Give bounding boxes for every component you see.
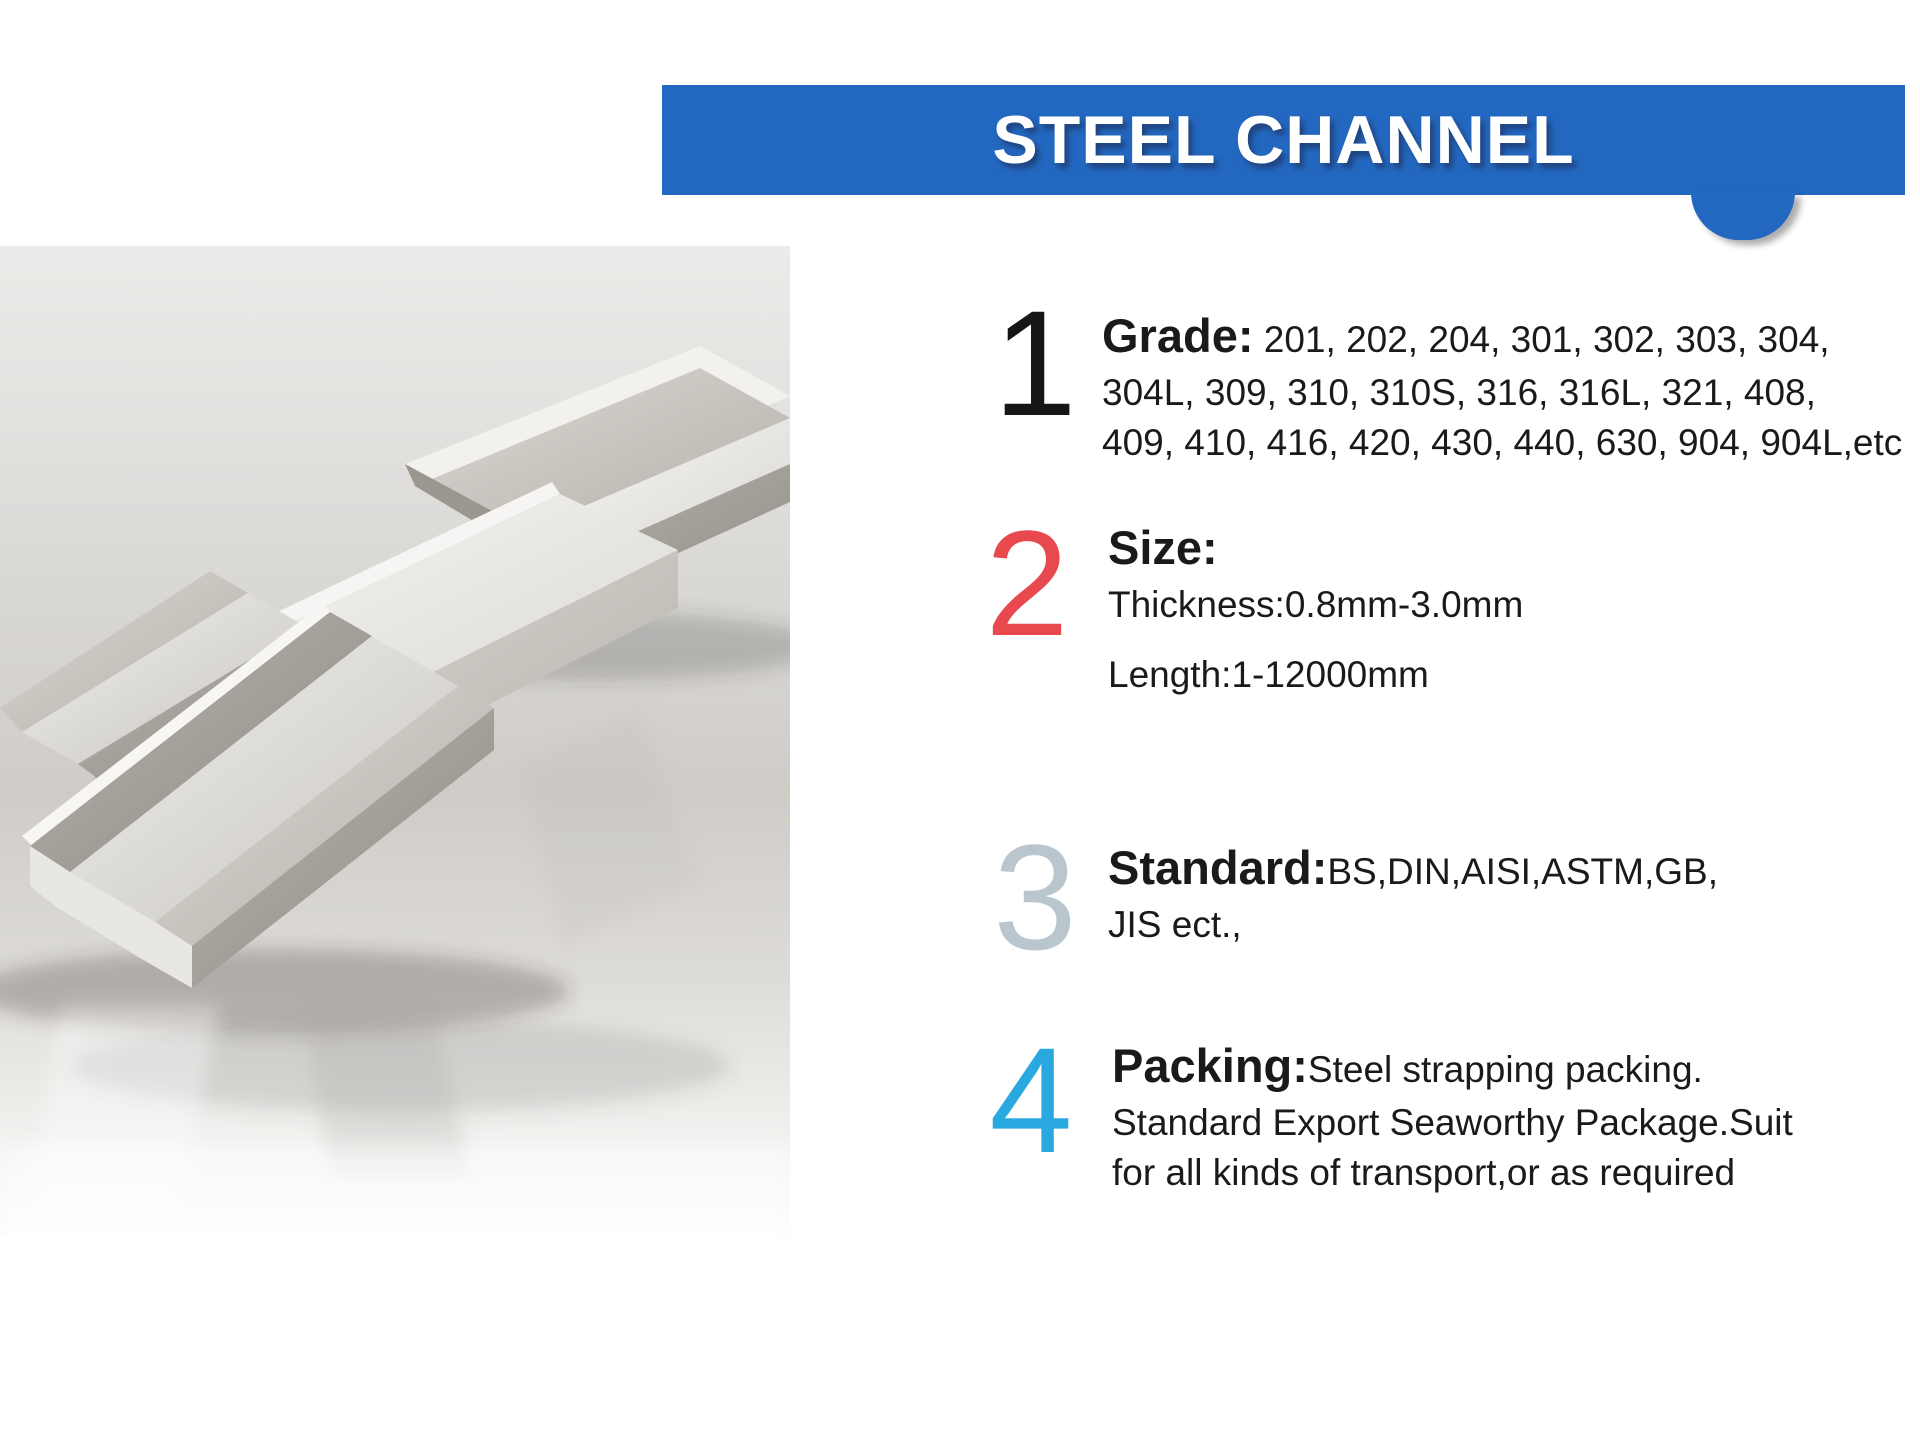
grade-values-3: 409, 410, 416, 420, 430, 440, 630, 904, … <box>1102 422 1903 463</box>
title-banner: STEEL CHANNEL <box>662 85 1905 240</box>
packing-heading: Packing: <box>1112 1039 1308 1092</box>
size-heading: Size: <box>1108 521 1218 574</box>
section-number-grade: 1 <box>993 279 1077 447</box>
page-title: STEEL CHANNEL <box>992 102 1575 178</box>
packing-text-2: Standard Export Seaworthy Package.Suit <box>1112 1102 1793 1143</box>
steel-channel-illustration <box>0 246 790 1236</box>
packing-text-1: Steel strapping packing. <box>1307 1049 1703 1090</box>
standard-heading: Standard: <box>1108 841 1328 894</box>
size-length: Length:1-12000mm <box>1108 654 1429 695</box>
section-packing: Packing:Steel strapping packing. Standar… <box>1112 1038 1793 1198</box>
grade-heading: Grade: <box>1102 309 1254 362</box>
grade-values-2: 304L, 309, 310, 310S, 316, 316L, 321, 40… <box>1102 372 1816 413</box>
grade-line-1: Grade: 201, 202, 204, 301, 302, 303, 304… <box>1102 308 1902 368</box>
banner-notch-semicircle <box>1691 192 1795 240</box>
product-photo-steel-channels <box>0 246 790 1236</box>
packing-line-1: Packing:Steel strapping packing. <box>1112 1038 1793 1098</box>
section-size: Size: Thickness:0.8mm-3.0mm Length:1-120… <box>1108 520 1523 700</box>
section-number-packing: 4 <box>989 1016 1073 1184</box>
grade-values-1: 201, 202, 204, 301, 302, 303, 304, <box>1253 319 1830 360</box>
section-standard: Standard:BS,DIN,AISI,ASTM,GB, JIS ect., <box>1108 840 1718 950</box>
standard-values-1: BS,DIN,AISI,ASTM,GB, <box>1327 851 1718 892</box>
standard-line-1: Standard:BS,DIN,AISI,ASTM,GB, <box>1108 840 1718 900</box>
packing-text-3: for all kinds of transport,or as require… <box>1112 1152 1736 1193</box>
standard-values-2: JIS ect., <box>1108 904 1242 945</box>
section-number-size: 2 <box>985 499 1069 667</box>
section-number-standard: 3 <box>993 813 1077 981</box>
channel-front-left <box>22 604 494 988</box>
section-grade: Grade: 201, 202, 204, 301, 302, 303, 304… <box>1102 308 1902 468</box>
size-thickness: Thickness:0.8mm-3.0mm <box>1108 584 1524 625</box>
